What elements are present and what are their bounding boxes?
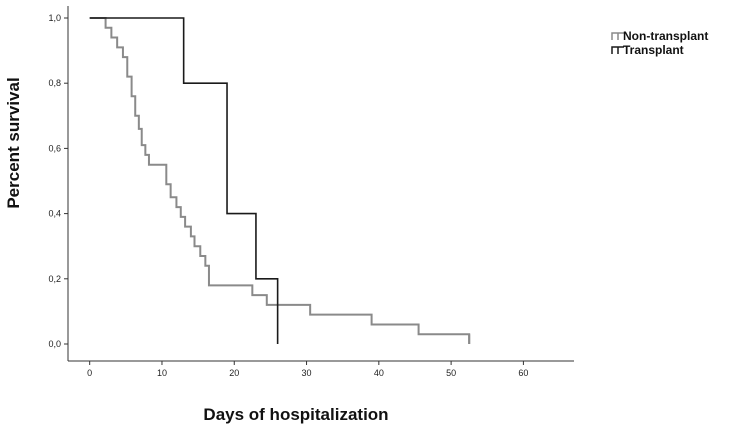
- x-axis-title: Days of hospitalization: [203, 405, 388, 424]
- y-axis-ticks: 0,0 0,2 0,4 0,6 0,8 1,0: [48, 13, 68, 349]
- x-tick-label: 20: [229, 368, 239, 378]
- y-tick-label: 0,6: [48, 143, 61, 153]
- legend-label-non-transplant: Non-transplant: [623, 29, 708, 43]
- series-layer: [89, 17, 471, 344]
- y-tick-label: 0,0: [48, 339, 61, 349]
- legend-swatch-transplant: [611, 46, 624, 54]
- x-axis-ticks: 0 10 20 30 40 50 60: [87, 361, 528, 378]
- legend-swatch-non-transplant: [611, 32, 624, 40]
- y-tick-label: 0,8: [48, 78, 61, 88]
- x-tick-label: 30: [302, 368, 312, 378]
- x-tick-label: 50: [446, 368, 456, 378]
- legend-item-transplant: Transplant: [611, 43, 684, 57]
- x-tick-label: 40: [374, 368, 384, 378]
- x-tick-label: 0: [87, 368, 92, 378]
- y-tick-label: 1,0: [48, 13, 61, 23]
- x-tick-label: 60: [518, 368, 528, 378]
- y-tick-label: 0,2: [48, 274, 61, 284]
- series-line-non-transplant: [89, 17, 471, 344]
- y-tick-label: 0,4: [48, 209, 61, 219]
- legend-item-non-transplant: Non-transplant: [611, 29, 708, 43]
- y-axis-title: Percent survival: [4, 77, 23, 208]
- legend: Non-transplant Transplant: [611, 29, 708, 57]
- series-line-transplant: [89, 17, 279, 344]
- legend-label-transplant: Transplant: [623, 43, 684, 57]
- x-tick-label: 10: [157, 368, 167, 378]
